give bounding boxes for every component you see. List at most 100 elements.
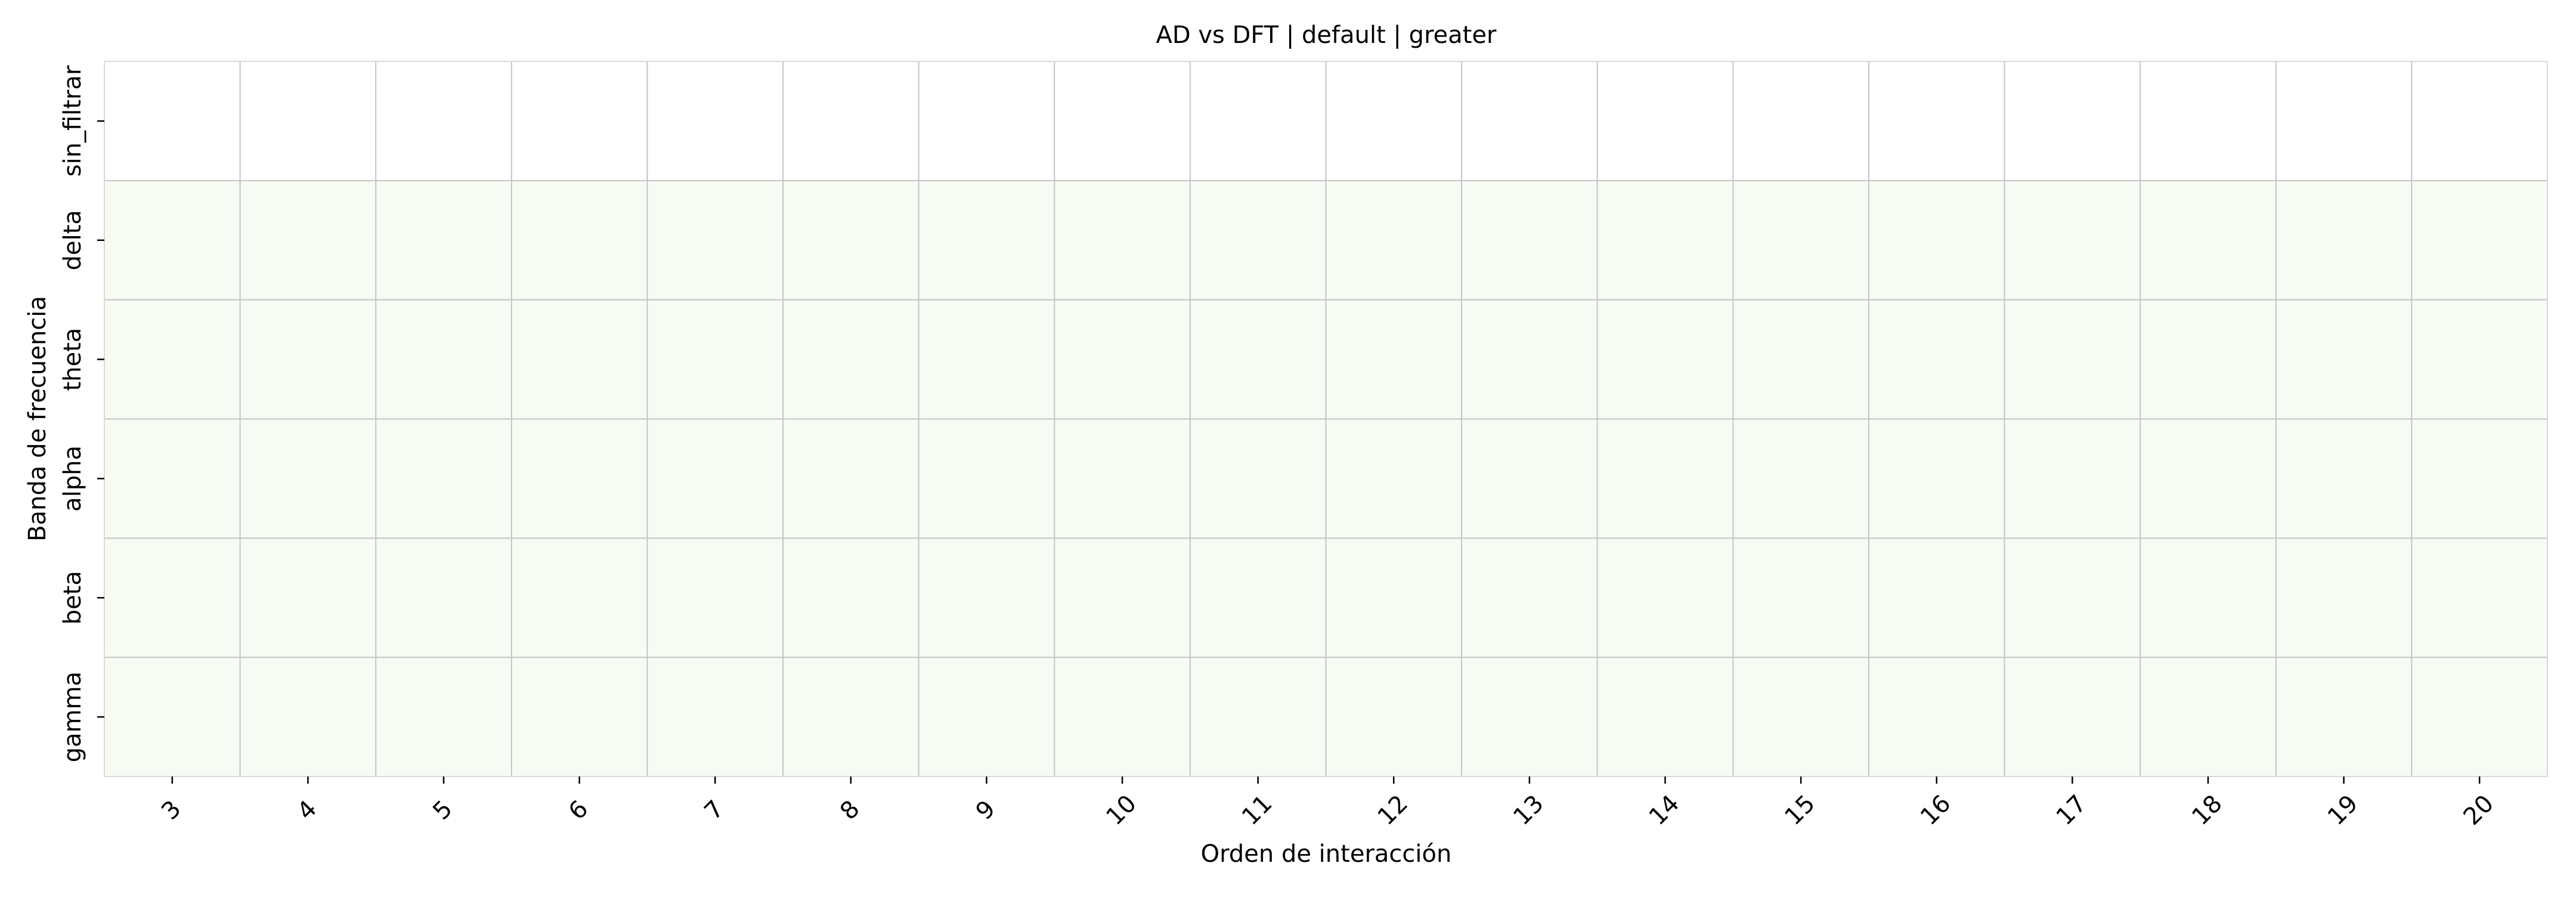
heatmap-cell <box>918 538 1055 658</box>
heatmap-cell <box>1733 538 1869 658</box>
x-axis-label: Orden de interacción <box>1201 840 1452 868</box>
heatmap-cell <box>376 299 512 419</box>
heatmap-cell <box>2275 538 2412 658</box>
heatmap-cell <box>104 419 241 539</box>
heatmap-cell <box>1733 61 1869 181</box>
heatmap-cell <box>511 61 648 181</box>
heatmap-cell <box>783 657 919 777</box>
heatmap-cell <box>1733 299 1869 419</box>
heatmap-cell <box>376 61 512 181</box>
heatmap-cell <box>376 419 512 539</box>
heatmap-cell <box>647 657 784 777</box>
heatmap-cell <box>511 538 648 658</box>
heatmap-cell <box>240 419 376 539</box>
heatmap-cell <box>783 419 919 539</box>
heatmap-cell <box>104 180 241 301</box>
y-tick-label: alpha <box>59 446 86 512</box>
heatmap-cell <box>1462 657 1598 777</box>
heatmap-cell <box>1054 657 1191 777</box>
x-tick-label: 12 <box>1373 790 1414 831</box>
heatmap-cell <box>1054 419 1191 539</box>
heatmap-cell <box>1462 299 1598 419</box>
x-tick-label: 18 <box>2187 790 2228 831</box>
heatmap-cell <box>783 299 919 419</box>
y-tick-label: sin_filtrar <box>59 65 86 177</box>
heatmap-cell <box>918 657 1055 777</box>
x-tick-label: 5 <box>428 795 458 825</box>
x-tick-label: 15 <box>1779 790 1820 831</box>
heatmap-cell <box>1326 299 1462 419</box>
heatmap-cell <box>1462 419 1598 539</box>
heatmap-cell <box>1597 419 1733 539</box>
heatmap-cell <box>2275 419 2412 539</box>
y-tick-label: beta <box>59 571 86 624</box>
heatmap-cell <box>918 61 1055 181</box>
heatmap-cell <box>1054 299 1191 419</box>
heatmap-cell <box>647 419 784 539</box>
heatmap-cell <box>104 61 241 181</box>
heatmap-cell <box>1733 657 1869 777</box>
heatmap-cell <box>2004 299 2141 419</box>
heatmap-cell <box>1868 299 2005 419</box>
y-tick-label: theta <box>59 328 86 391</box>
heatmap-cell <box>376 657 512 777</box>
heatmap-cell <box>1868 180 2005 301</box>
heatmap-cell <box>1868 61 2005 181</box>
heatmap-cell <box>1597 299 1733 419</box>
heatmap-cell <box>104 538 241 658</box>
heatmap-cell <box>1326 538 1462 658</box>
heatmap-cell <box>2411 180 2548 301</box>
x-tick-label: 14 <box>1644 790 1685 831</box>
heatmap-cell <box>240 61 376 181</box>
x-tick-label: 16 <box>1915 790 1956 831</box>
heatmap-cell <box>1190 299 1326 419</box>
heatmap-cell <box>2411 538 2548 658</box>
heatmap-cell <box>783 61 919 181</box>
heatmap-cell <box>1054 538 1191 658</box>
heatmap-cell <box>1597 657 1733 777</box>
x-tick-label: 17 <box>2051 790 2092 831</box>
x-tick-label: 19 <box>2323 790 2364 831</box>
heatmap-cell <box>2004 657 2141 777</box>
x-tick-label: 13 <box>1508 790 1549 831</box>
heatmap-cell <box>1462 538 1598 658</box>
x-tick-label: 7 <box>699 795 730 825</box>
x-tick-label: 9 <box>971 795 1001 825</box>
heatmap-cell <box>1190 538 1326 658</box>
heatmap-cell <box>240 180 376 301</box>
heatmap-cell <box>104 657 241 777</box>
heatmap-cell <box>1733 419 1869 539</box>
heatmap-cell <box>2140 61 2277 181</box>
heatmap-cell <box>1733 180 1869 301</box>
heatmap-cells <box>104 61 2548 777</box>
heatmap-cell <box>1462 180 1598 301</box>
heatmap-cell <box>1326 657 1462 777</box>
heatmap-cell <box>647 180 784 301</box>
x-tick-label: 4 <box>292 795 323 825</box>
heatmap-cell <box>1190 419 1326 539</box>
heatmap-cell <box>2004 419 2141 539</box>
heatmap-cell <box>647 61 784 181</box>
heatmap-cell <box>240 538 376 658</box>
heatmap-cell <box>511 657 648 777</box>
heatmap-cell <box>783 538 919 658</box>
x-tick-label: 6 <box>564 795 594 825</box>
y-tick-label: gamma <box>59 672 86 762</box>
x-axis-ticks: 3 4 5 6 7 8 9 10 11 12 13 14 15 16 17 18 19 20 <box>156 777 2499 831</box>
heatmap-cell <box>1597 180 1733 301</box>
x-tick-label: 11 <box>1237 790 1278 831</box>
heatmap-cell <box>376 180 512 301</box>
heatmap-cell <box>2004 538 2141 658</box>
heatmap-cell <box>2275 180 2412 301</box>
heatmap-cell <box>240 299 376 419</box>
heatmap-cell <box>2140 419 2277 539</box>
heatmap-cell <box>783 180 919 301</box>
heatmap-grid <box>104 61 2548 777</box>
heatmap-cell <box>376 538 512 658</box>
heatmap-cell <box>1597 538 1733 658</box>
chart-title: AD vs DFT | default | greater <box>1156 21 1497 49</box>
x-tick-label: 3 <box>156 795 187 825</box>
heatmap-cell <box>2140 299 2277 419</box>
